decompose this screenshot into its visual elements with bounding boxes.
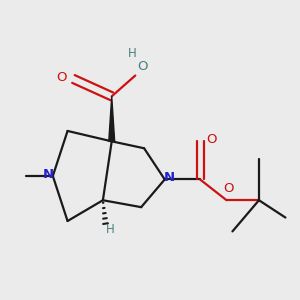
Text: O: O — [223, 182, 233, 195]
Text: O: O — [207, 133, 217, 146]
Text: N: N — [164, 171, 175, 184]
Text: H: H — [128, 46, 137, 59]
Text: N: N — [43, 168, 54, 181]
Text: O: O — [56, 71, 67, 84]
Text: O: O — [137, 60, 148, 74]
Text: H: H — [106, 223, 115, 236]
Polygon shape — [109, 96, 115, 141]
